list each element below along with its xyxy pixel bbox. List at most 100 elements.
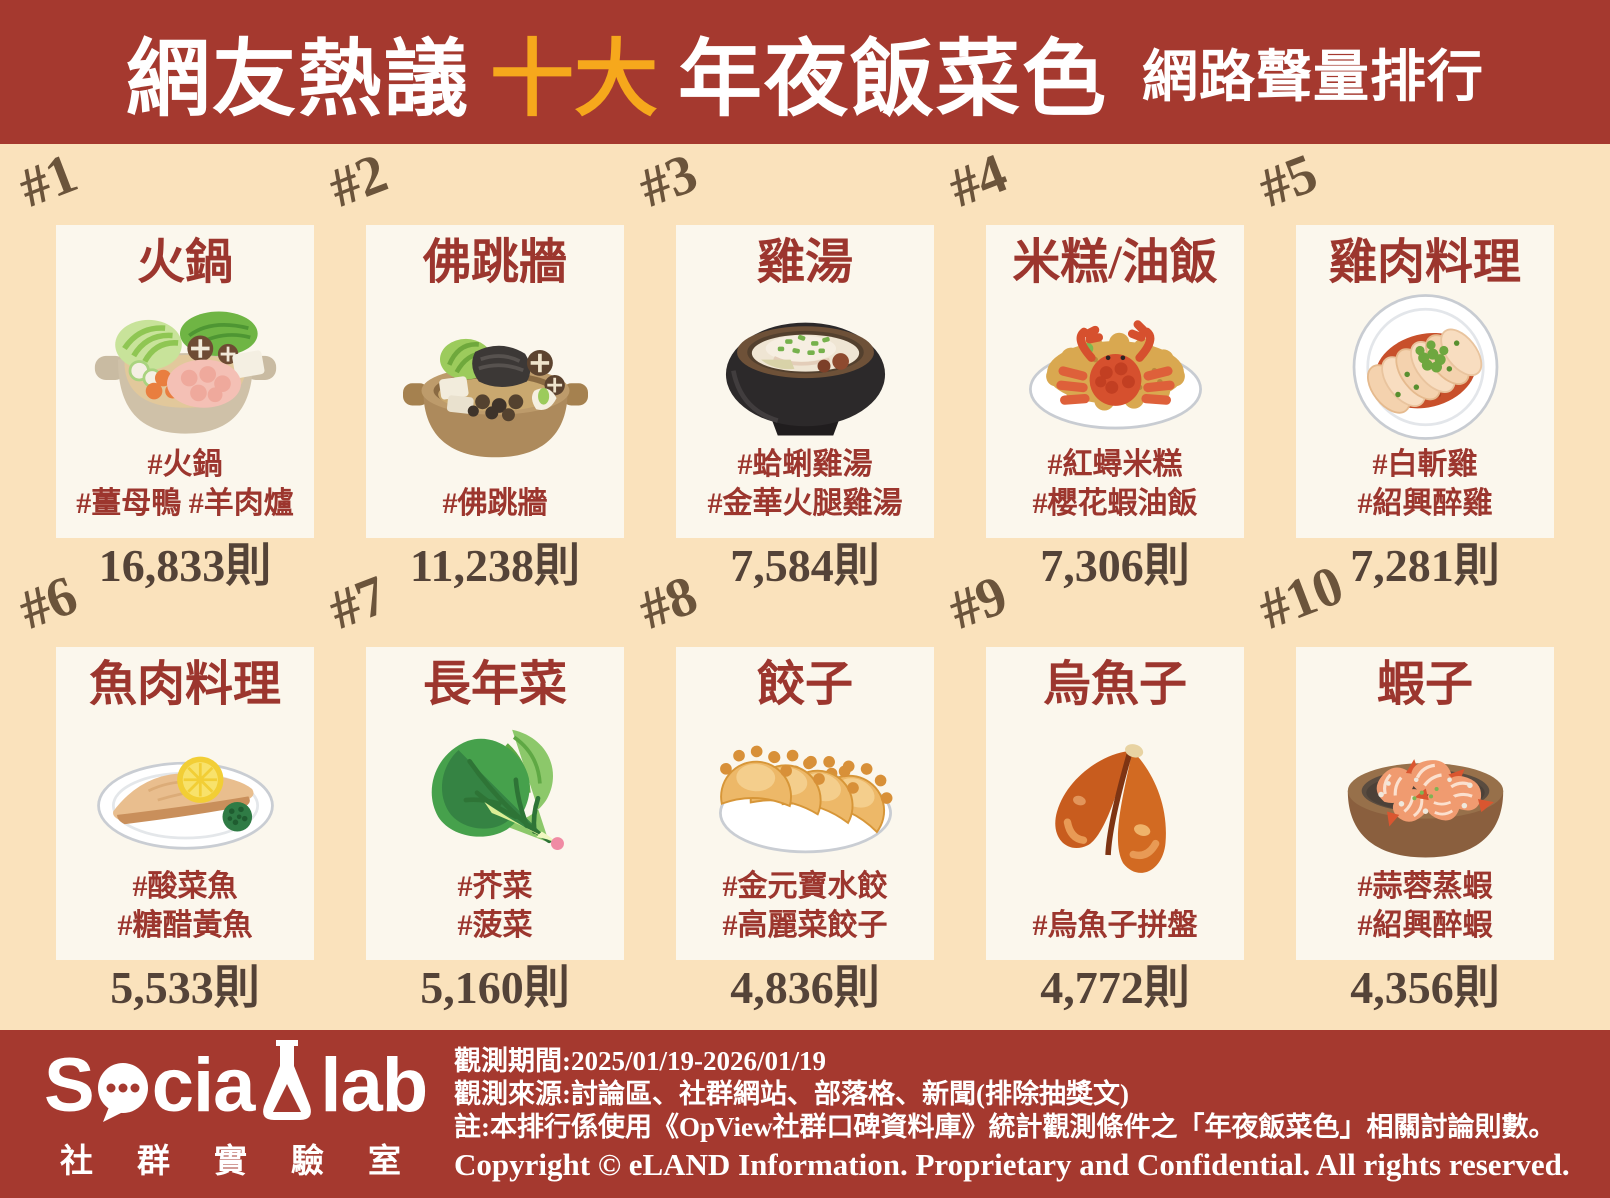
- dish-name: 米糕/油飯: [1012, 236, 1218, 289]
- dish-name: 雞湯: [756, 236, 853, 289]
- observation-sources: 觀測來源:討論區、社群網站、部落格、新聞(排除抽獎文): [454, 1078, 1129, 1109]
- crab-rice-illustration: [1023, 290, 1208, 445]
- hashtag-line: #金華火腿雞湯: [707, 487, 903, 521]
- dish-hashtags: #蛤蜊雞湯 #金華火腿雞湯: [708, 445, 903, 524]
- dish-name: 長年菜: [422, 658, 567, 711]
- observation-period: 觀測期間:2025/01/19-2026/01/19: [454, 1045, 826, 1076]
- mention-count: 7,281則: [1350, 540, 1500, 591]
- ranking-cell-10: #10 蝦子: [1251, 554, 1554, 1016]
- dish-card: 烏魚子: [986, 647, 1244, 960]
- dumplings-illustration: [713, 712, 898, 867]
- dish-card: 米糕/油飯: [986, 225, 1244, 538]
- ranking-content: #1 火鍋: [0, 142, 1610, 1030]
- dish-card: 火鍋: [56, 225, 314, 538]
- hashtag-line: #糖醋黃魚: [117, 909, 253, 943]
- social-lab-wordmark: S cia lab: [44, 1040, 436, 1128]
- rank-label: #4: [940, 141, 1016, 220]
- dish-hashtags: #酸菜魚 #糖醋黃魚: [118, 867, 253, 946]
- ranking-cell-1: #1 火鍋: [11, 142, 314, 594]
- hashtag-line: #蒜蓉蒸蝦: [1357, 869, 1493, 903]
- fish-dish-illustration: [93, 712, 278, 867]
- mention-count: 4,772則: [1040, 962, 1190, 1013]
- logo-chinese-subtitle: 社群實驗室: [60, 1142, 445, 1179]
- dish-card: 餃子: [676, 647, 934, 960]
- dish-name: 蝦子: [1376, 658, 1473, 711]
- header-banner: 網友熱議 十大 年夜飯菜色 網路聲量排行: [0, 0, 1610, 144]
- hashtag-line: #佛跳牆: [442, 487, 548, 521]
- dish-hashtags: #佛跳牆: [443, 484, 548, 524]
- dish-hashtags: #蒜蓉蒸蝦 #紹興醉蝦: [1358, 867, 1493, 946]
- hashtag-line: #高麗菜餃子: [722, 909, 888, 943]
- flask-icon: [263, 1040, 312, 1120]
- methodology-note: 註:本排行係使用《OpView社群口碑資料庫》統計觀測條件之「年夜飯菜色」相關討…: [454, 1111, 1556, 1142]
- hashtag-line: #櫻花蝦油飯: [1032, 487, 1198, 521]
- dish-card: 長年菜: [366, 647, 624, 960]
- copyright-notice: Copyright © eLAND Information. Proprieta…: [454, 1146, 1570, 1182]
- hashtag-line: #菠菜: [457, 909, 533, 943]
- dish-name: 佛跳牆: [422, 236, 567, 289]
- hashtag-line: #紹興醉雞: [1357, 487, 1493, 521]
- rank-label: #5: [1250, 141, 1326, 220]
- ranking-cell-7: #7 長年菜: [321, 564, 624, 1016]
- dish-hashtags: #金元寶水餃 #高麗菜餃子: [723, 867, 888, 946]
- hashtag-line: #烏魚子拼盤: [1032, 909, 1198, 943]
- speech-bubble-icon: [97, 1063, 148, 1122]
- mention-count: 4,836則: [730, 962, 880, 1013]
- mention-count: 7,306則: [1040, 540, 1190, 591]
- mustard-greens-illustration: [403, 712, 588, 867]
- dish-card: 雞湯: [676, 225, 934, 538]
- dish-name: 火鍋: [136, 236, 233, 289]
- page-title-highlight: 十大: [489, 33, 658, 127]
- dish-name: 魚肉料理: [88, 658, 281, 711]
- hashtag-line: #白斬雞: [1372, 447, 1478, 481]
- mention-count: 11,238則: [410, 540, 580, 591]
- dish-hashtags: #火鍋 #薑母鴨 #羊肉爐: [76, 445, 294, 524]
- rank-label: #2: [320, 141, 396, 220]
- page-title-part1: 網友熱議: [125, 33, 470, 127]
- dish-hashtags: #白斬雞 #紹興醉雞: [1358, 445, 1493, 524]
- ranking-cell-8: #8 餃子: [631, 564, 934, 1016]
- footer-banner: S cia lab 社群實驗室 觀測期間:2025/01/19-2026/01/…: [0, 1030, 1610, 1198]
- social-lab-logo: S cia lab 社群實驗室: [44, 1040, 445, 1182]
- dish-name: 餃子: [756, 658, 853, 711]
- dish-card: 蝦子: [1296, 647, 1554, 960]
- ranking-cell-2: #2 佛跳牆: [321, 142, 624, 594]
- mention-count: 4,356則: [1350, 962, 1500, 1013]
- shrimp-pot-illustration: [1333, 712, 1518, 867]
- ranking-cell-5: #5 雞肉料理: [1251, 142, 1554, 594]
- dish-hashtags: #芥菜 #菠菜: [458, 867, 533, 946]
- hotpot-illustration: [93, 290, 278, 445]
- mention-count: 5,160則: [420, 962, 570, 1013]
- mullet-roe-illustration: [1023, 712, 1208, 907]
- logo-text-end: lab: [320, 1043, 428, 1128]
- ranking-grid: #1 火鍋: [11, 142, 1554, 1016]
- dish-name: 雞肉料理: [1328, 236, 1521, 289]
- hashtag-line: #蛤蜊雞湯: [737, 447, 873, 481]
- hashtag-line: #芥菜: [457, 869, 533, 903]
- page-subtitle: 網路聲量排行: [1142, 46, 1485, 109]
- rank-label: #1: [10, 141, 86, 220]
- hashtag-line: #酸菜魚: [132, 869, 238, 903]
- buddha-jumps-over-wall-illustration: [402, 290, 588, 485]
- ranking-cell-9: #9 烏魚子: [941, 564, 1244, 1016]
- dish-card: 魚肉料理: [56, 647, 314, 960]
- dish-hashtags: #紅蟳米糕 #櫻花蝦油飯: [1033, 445, 1198, 524]
- mention-count: 5,533則: [110, 962, 260, 1013]
- mention-count: 16,833則: [98, 540, 272, 591]
- ranking-cell-3: #3 雞湯: [631, 142, 934, 594]
- hashtag-line: #火鍋: [147, 447, 223, 481]
- dish-name: 烏魚子: [1042, 658, 1187, 711]
- chicken-soup-illustration: [713, 290, 898, 445]
- logo-text-start: S: [44, 1043, 95, 1128]
- hashtag-line: #薑母鴨 #羊肉爐: [76, 487, 294, 521]
- mention-count: 7,584則: [730, 540, 880, 591]
- dish-card: 佛跳牆: [366, 225, 624, 538]
- dish-hashtags: #烏魚子拼盤: [1033, 906, 1198, 946]
- footer-notes: 觀測期間:2025/01/19-2026/01/19 觀測來源:討論區、社群網站…: [454, 1045, 1570, 1184]
- hashtag-line: #紅蟳米糕: [1047, 447, 1183, 481]
- hashtag-line: #金元寶水餃: [722, 869, 888, 903]
- ranking-cell-6: #6 魚肉料理: [11, 564, 314, 1016]
- page-title-part2: 年夜飯菜色: [678, 33, 1109, 127]
- logo-text-mid: cia: [151, 1043, 256, 1128]
- chicken-dish-illustration: [1343, 290, 1508, 445]
